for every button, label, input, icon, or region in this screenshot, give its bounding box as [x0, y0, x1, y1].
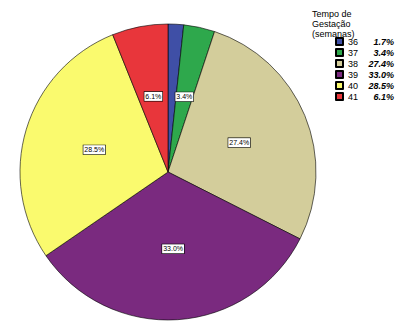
svg-text:40: 40	[348, 81, 358, 91]
svg-text:6.1%: 6.1%	[145, 93, 161, 100]
svg-text:39: 39	[348, 70, 358, 80]
svg-text:(semanas): (semanas)	[312, 29, 355, 39]
svg-text:28.5%: 28.5%	[84, 146, 104, 153]
svg-text:28.5%: 28.5%	[367, 81, 394, 91]
svg-text:3.4%: 3.4%	[373, 48, 394, 58]
svg-text:37: 37	[348, 48, 358, 58]
svg-text:3.4%: 3.4%	[176, 93, 192, 100]
svg-text:Tempo de: Tempo de	[312, 9, 354, 19]
svg-text:27.4%: 27.4%	[229, 139, 249, 146]
svg-text:Gestação: Gestação	[312, 19, 353, 29]
svg-text:41: 41	[348, 92, 358, 102]
svg-text:1.7%: 1.7%	[373, 37, 394, 47]
svg-text:33.0%: 33.0%	[368, 70, 394, 80]
svg-text:27.4%: 27.4%	[367, 59, 394, 69]
svg-text:6.1%: 6.1%	[373, 92, 394, 102]
svg-text:33.0%: 33.0%	[163, 245, 183, 252]
svg-text:36: 36	[348, 36, 358, 47]
svg-text:38: 38	[348, 59, 358, 69]
